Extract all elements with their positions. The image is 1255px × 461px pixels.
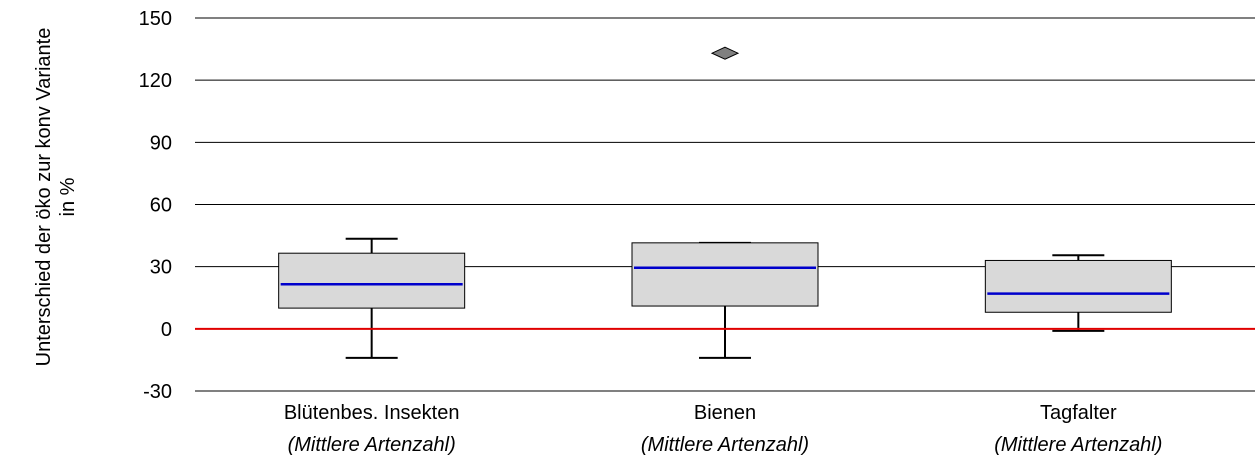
iqr-box [984, 259, 1172, 313]
y-tick-label: 120 [139, 70, 172, 92]
y-tick-label: 150 [139, 8, 172, 30]
y-tick-label: -30 [143, 381, 172, 403]
x-category-label: Blütenbes. Insekten [284, 402, 460, 424]
y-tick-label: 90 [150, 132, 172, 154]
y-tick-label: 0 [161, 319, 172, 341]
x-category-sublabel: (Mittlere Artenzahl) [288, 434, 456, 456]
iqr-box [278, 252, 466, 309]
y-tick-label: 60 [150, 195, 172, 217]
x-category-label: Bienen [694, 402, 756, 424]
x-category-sublabel: (Mittlere Artenzahl) [994, 434, 1162, 456]
iqr-box [631, 242, 819, 307]
outlier-marker [710, 46, 740, 60]
y-tick-label: 30 [150, 257, 172, 279]
x-category-label: Tagfalter [1040, 402, 1117, 424]
y-axis-title-line-2: in % [57, 177, 79, 216]
y-axis-title-line-1: Unterschied der öko zur konv Variante [33, 28, 55, 367]
x-category-sublabel: (Mittlere Artenzahl) [641, 434, 809, 456]
